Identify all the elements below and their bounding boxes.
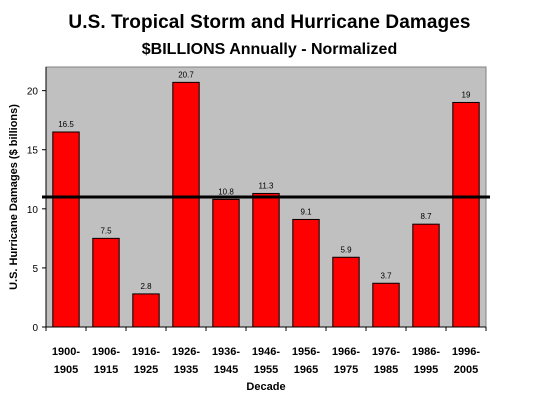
bar	[212, 198, 240, 328]
data-label: 7.5	[100, 226, 112, 235]
axes-group	[42, 67, 487, 331]
x-tick-label: 1955	[254, 364, 278, 376]
data-label: 16.5	[58, 120, 74, 129]
x-tick-label: 1900-	[52, 346, 80, 358]
chart-subtitle: $BILLIONS Annually - Normalized	[141, 41, 398, 58]
y-tick-label: 0	[32, 323, 38, 334]
x-tick-label: 1916-	[132, 346, 160, 358]
x-tick-label: 1956-	[292, 346, 320, 358]
x-tick-label: 1935	[174, 364, 198, 376]
bar	[372, 282, 400, 328]
x-tick-label: 2005	[454, 364, 478, 376]
data-label: 5.9	[340, 245, 352, 254]
x-tick-label: 1986-	[412, 346, 440, 358]
data-label: 11.3	[259, 181, 275, 190]
x-tick-label: 1985	[374, 364, 398, 376]
x-tick-label: 1936-	[212, 346, 240, 358]
bar	[172, 81, 200, 328]
bar	[92, 237, 120, 328]
x-tick-label: 1915	[94, 364, 118, 376]
data-label: 9.1	[300, 207, 312, 216]
bar	[332, 256, 360, 328]
bars-group	[52, 81, 480, 328]
x-tick-label: 1926-	[172, 346, 200, 358]
data-label: 8.7	[420, 212, 432, 221]
data-label: 19	[462, 90, 471, 99]
y-tick-label: 20	[27, 87, 39, 98]
x-tick-label: 1996-	[452, 346, 480, 358]
x-tick-label: 1925	[134, 364, 158, 376]
y-tick-label: 5	[32, 264, 38, 275]
y-tick-label: 10	[27, 205, 39, 216]
x-tick-label: 1976-	[372, 346, 400, 358]
bar	[452, 101, 480, 328]
x-axis-label: Decade	[246, 381, 285, 393]
bar	[292, 218, 320, 328]
data-label: 3.7	[380, 271, 392, 280]
x-tick-label: 1966-	[332, 346, 360, 358]
bar	[52, 131, 80, 328]
chart-title: U.S. Tropical Storm and Hurricane Damage…	[68, 12, 471, 33]
y-tick-label: 15	[27, 146, 39, 157]
x-tick-label: 1975	[334, 364, 358, 376]
bar	[412, 223, 440, 328]
bar	[132, 293, 160, 328]
labels-group: 16.51900-19057.51906-19152.81916-192520.…	[27, 70, 481, 376]
data-label: 10.8	[218, 187, 234, 196]
bar	[252, 192, 280, 328]
x-tick-label: 1946-	[252, 346, 280, 358]
data-label: 2.8	[140, 282, 152, 291]
x-tick-label: 1945	[214, 364, 238, 376]
x-tick-label: 1906-	[92, 346, 120, 358]
x-tick-label: 1965	[294, 364, 318, 376]
y-axis-label: U.S. Hurricane Damages ($ billions)	[8, 104, 20, 290]
x-tick-label: 1995	[414, 364, 438, 376]
data-label: 20.7	[178, 70, 194, 79]
x-tick-label: 1905	[54, 364, 78, 376]
